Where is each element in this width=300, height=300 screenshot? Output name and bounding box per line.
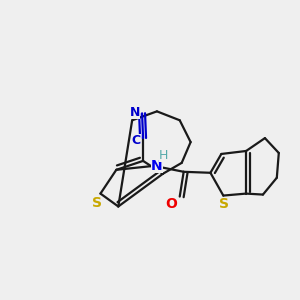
Text: C: C bbox=[132, 134, 141, 147]
Text: O: O bbox=[165, 197, 177, 212]
Text: N: N bbox=[130, 106, 140, 119]
Text: H: H bbox=[159, 149, 169, 162]
Text: N: N bbox=[151, 159, 163, 173]
Text: S: S bbox=[92, 196, 103, 209]
Text: S: S bbox=[219, 197, 229, 212]
